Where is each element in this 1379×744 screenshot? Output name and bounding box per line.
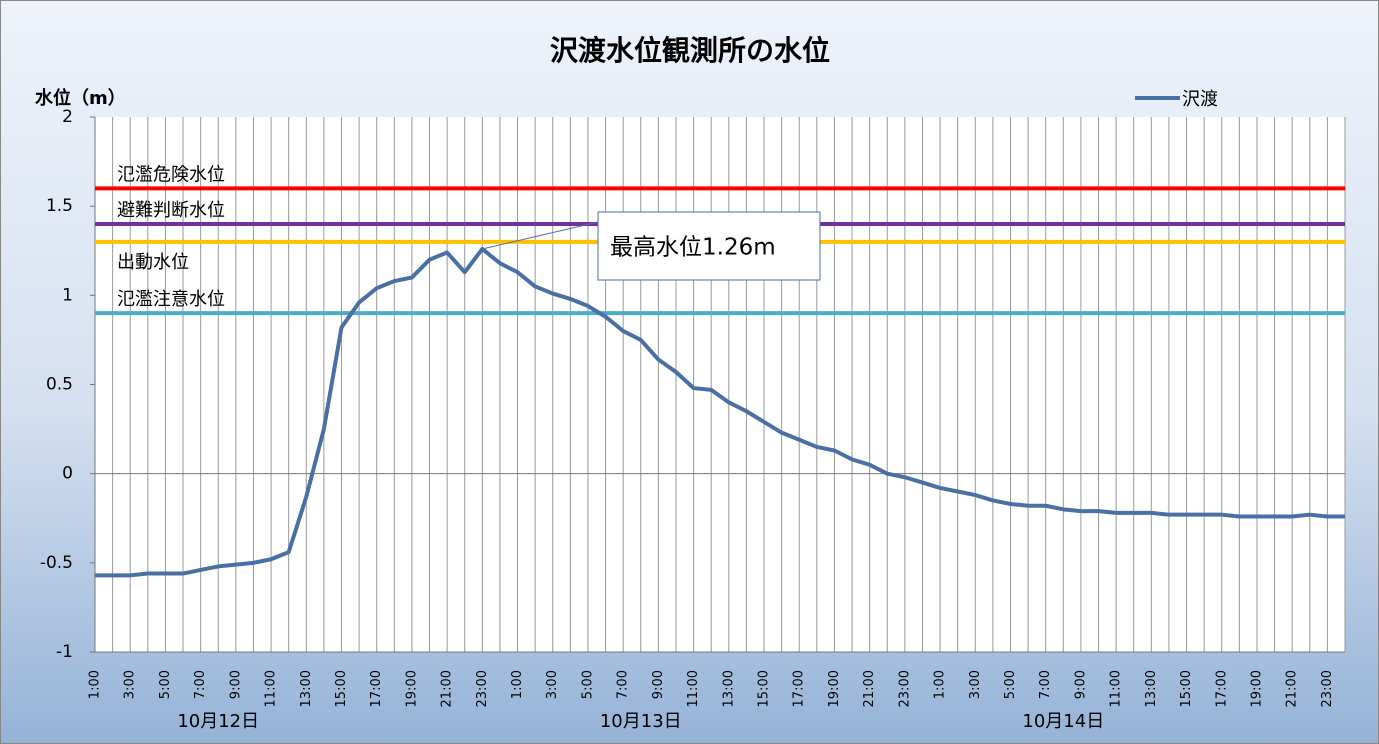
y-tick-label: -0.5: [40, 553, 73, 573]
series-line: [95, 246, 1345, 578]
x-tick-label: 7:00: [616, 670, 631, 699]
y-tick-label: 0: [62, 464, 73, 484]
x-tick-label: 19:00: [827, 670, 842, 707]
x-tick-label: 13:00: [299, 670, 314, 707]
legend-label: 沢渡: [1182, 89, 1218, 110]
x-tick-label: 17:00: [792, 670, 807, 707]
x-tick-label: 17:00: [1214, 670, 1229, 707]
reference-label: 避難判断水位: [117, 200, 225, 221]
x-tick-label: 19:00: [404, 670, 419, 707]
x-tick-label: 5:00: [158, 670, 173, 699]
x-tick-label: 21:00: [862, 670, 877, 707]
x-tick-label: 9:00: [651, 670, 666, 699]
y-tick-label: 2: [62, 107, 73, 127]
x-tick-label: 15:00: [757, 670, 772, 707]
x-tick-label: 13:00: [721, 670, 736, 707]
x-tick-label: 9:00: [228, 670, 243, 699]
x-tick-label: 15:00: [334, 670, 349, 707]
chart-title: 沢渡水位観測所の水位: [550, 34, 830, 67]
x-tick-label: 11:00: [1109, 670, 1124, 707]
x-tick-label: 9:00: [1073, 670, 1088, 699]
x-tick-label: 1:00: [88, 670, 103, 699]
x-tick-label: 17:00: [369, 670, 384, 707]
x-tick-label: 5:00: [1003, 670, 1018, 699]
annotation-box: [597, 211, 821, 281]
x-tick-label: 3:00: [968, 670, 983, 699]
x-tick-label: 3:00: [123, 670, 138, 699]
x-tick-label: 1:00: [510, 670, 525, 699]
x-tick-label: 11:00: [686, 670, 701, 707]
reference-label: 氾濫危険水位: [117, 164, 225, 185]
y-tick-label: 1.5: [46, 196, 73, 216]
x-tick-label: 1:00: [933, 670, 948, 699]
x-tick-label: 11:00: [264, 670, 279, 707]
y-tick-label: 0.5: [46, 375, 73, 395]
reference-label: 出動水位: [117, 252, 189, 273]
x-tick-label: 3:00: [545, 670, 560, 699]
x-tick-label: 19:00: [1249, 670, 1264, 707]
group-label: 10月13日: [600, 711, 682, 732]
x-tick-label: 13:00: [1144, 670, 1159, 707]
x-tick-label: 23:00: [1320, 670, 1335, 707]
y-axis-label: 水位（m）: [35, 87, 126, 109]
annotation-leader: [482, 221, 599, 250]
x-tick-label: 23:00: [475, 670, 490, 707]
plot-area: [95, 117, 1345, 652]
x-tick-label: 21:00: [440, 670, 455, 707]
x-tick-label: 23:00: [897, 670, 912, 707]
x-tick-label: 5:00: [580, 670, 595, 699]
reference-label: 氾濫注意水位: [117, 289, 225, 310]
x-tick-label: 7:00: [1038, 670, 1053, 699]
x-tick-label: 7:00: [193, 670, 208, 699]
x-tick-label: 21:00: [1285, 670, 1300, 707]
annotation: 最高水位1.26m: [610, 235, 776, 261]
y-tick-label: 1: [62, 285, 73, 305]
x-tick-label: 15:00: [1179, 670, 1194, 707]
group-label: 10月14日: [1022, 711, 1104, 732]
y-tick-label: -1: [56, 642, 73, 662]
group-label: 10月12日: [177, 711, 259, 732]
